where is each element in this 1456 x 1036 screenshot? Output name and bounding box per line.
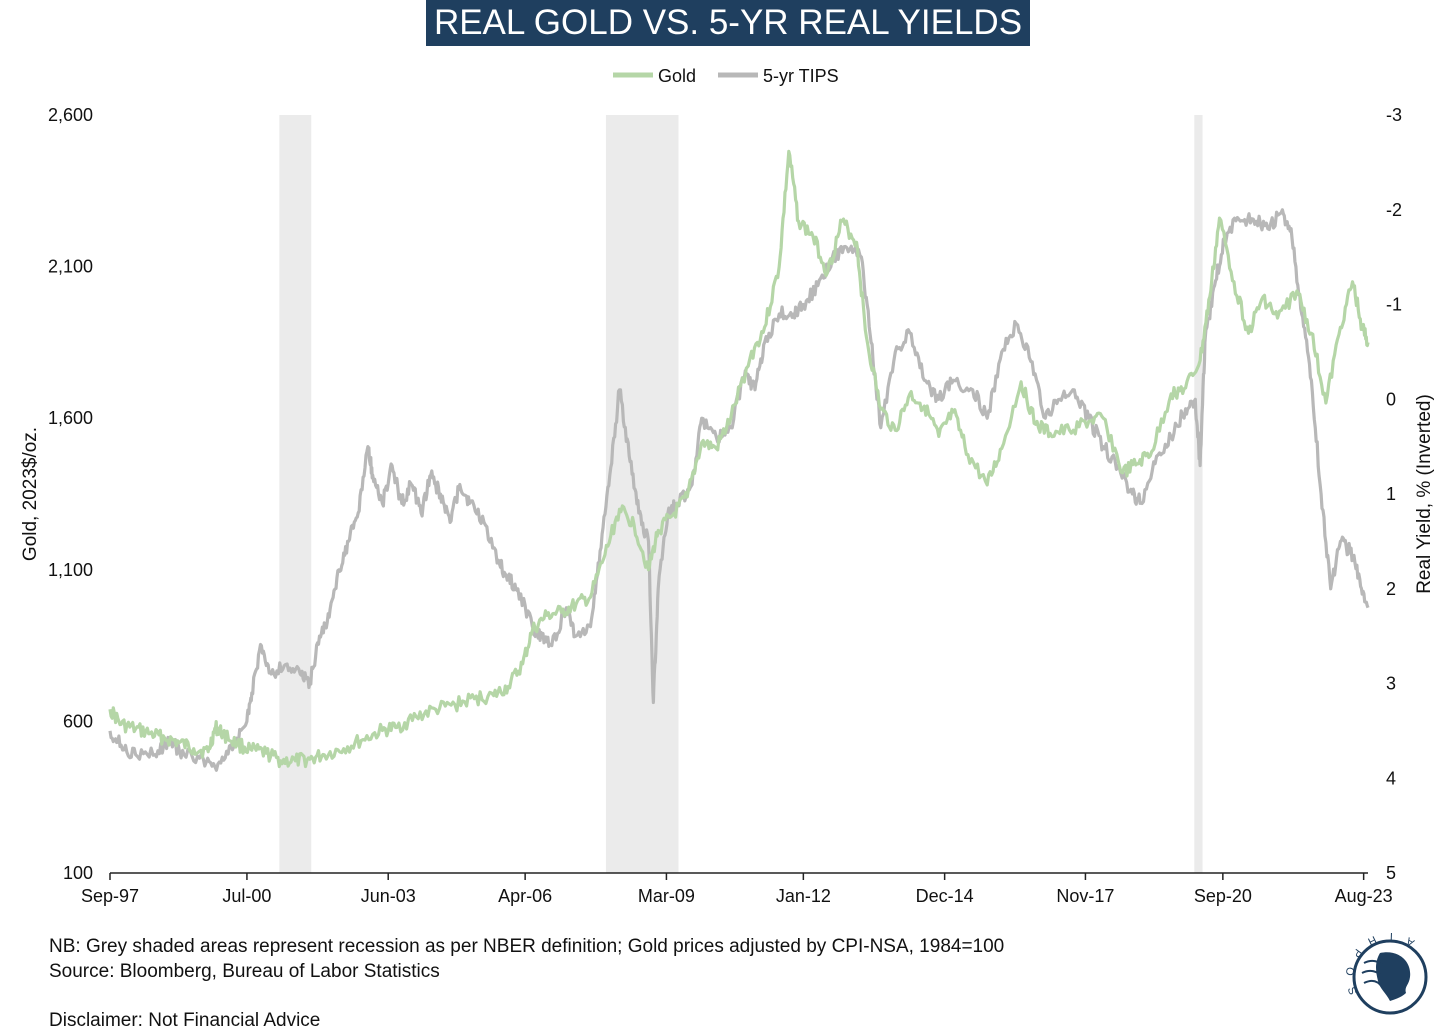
- logo-letter: I: [1390, 933, 1393, 942]
- y-right-tick-label: -2: [1386, 200, 1402, 220]
- x-tick-label: Nov-17: [1056, 886, 1114, 906]
- logo-letter: O: [1343, 966, 1356, 977]
- footnote-disclaimer: Disclaimer: Not Financial Advice: [49, 1010, 321, 1031]
- tips-series-line: [108, 208, 1370, 772]
- recession-band: [279, 115, 312, 873]
- footnote-source: Source: Bloomberg, Bureau of Labor Stati…: [49, 961, 440, 982]
- title-bar: REAL GOLD VS. 5-YR REAL YIELDS: [0, 0, 1456, 46]
- legend-label-tips: 5-yr TIPS: [763, 66, 839, 86]
- logo-ring: [1352, 939, 1428, 1015]
- x-tick-label: Dec-14: [916, 886, 974, 906]
- y-right-tick-label: -1: [1386, 295, 1402, 315]
- logo-hair-icon: [1361, 959, 1385, 988]
- y-right-tick-label: 3: [1386, 674, 1396, 694]
- y-left-axis-label: Gold, 2023$/oz.: [20, 427, 41, 561]
- x-tick-label: Apr-06: [498, 886, 552, 906]
- x-tick-label: Sep-20: [1194, 886, 1252, 906]
- y-right-tick-label: 1: [1386, 484, 1396, 504]
- y-right-axis-label: Real Yield, % (Inverted): [1414, 394, 1435, 594]
- y-left-tick-label: 1,100: [48, 560, 93, 580]
- chart-canvas: Sep-97 Jul-00 Jun-03 Apr-06 Mar-09 Jan-12 Dec-…: [20, 66, 1435, 906]
- y-right-tick-label: -3: [1386, 105, 1402, 125]
- logo-profile-icon: [1376, 952, 1411, 1001]
- x-tick-label: Jan-12: [776, 886, 831, 906]
- x-tick-label: Aug-23: [1335, 886, 1393, 906]
- x-tick-label: Sep-97: [81, 886, 139, 906]
- logo-letter: S: [1345, 985, 1359, 996]
- x-tick-label: Jul-00: [222, 886, 271, 906]
- y-left-tick-label: 2,100: [48, 257, 93, 277]
- legend: Gold 5-yr TIPS: [613, 66, 839, 86]
- y-left-tick-label: 1,600: [48, 408, 93, 428]
- logo-letter: H: [1366, 933, 1378, 947]
- y-left-tick-label: 100: [63, 863, 93, 883]
- recession-bands: [279, 115, 1203, 873]
- recession-band: [1194, 115, 1203, 873]
- gold-series-line: [108, 149, 1370, 769]
- y-right-tick-label: 0: [1386, 389, 1396, 409]
- series-lines: [108, 149, 1370, 772]
- legend-label-gold: Gold: [658, 66, 696, 86]
- logo-letter: A: [1404, 934, 1417, 948]
- chart-title: REAL GOLD VS. 5-YR REAL YIELDS: [425, 0, 1031, 46]
- recession-band: [605, 115, 679, 873]
- y-right-tick-label: 2: [1386, 579, 1396, 599]
- x-tick-label: Mar-09: [638, 886, 695, 906]
- logo-letter: P: [1350, 946, 1364, 959]
- y-right-tick-label: 5: [1386, 863, 1396, 883]
- axes: Sep-97 Jul-00 Jun-03 Apr-06 Mar-09 Jan-12 Dec-…: [48, 105, 1402, 906]
- footnote-nb: NB: Grey shaded areas represent recessio…: [49, 936, 1005, 957]
- y-left-tick-label: 2,600: [48, 105, 93, 125]
- y-left-tick-label: 600: [63, 711, 93, 731]
- x-tick-label: Jun-03: [361, 886, 416, 906]
- y-right-tick-label: 4: [1386, 768, 1396, 788]
